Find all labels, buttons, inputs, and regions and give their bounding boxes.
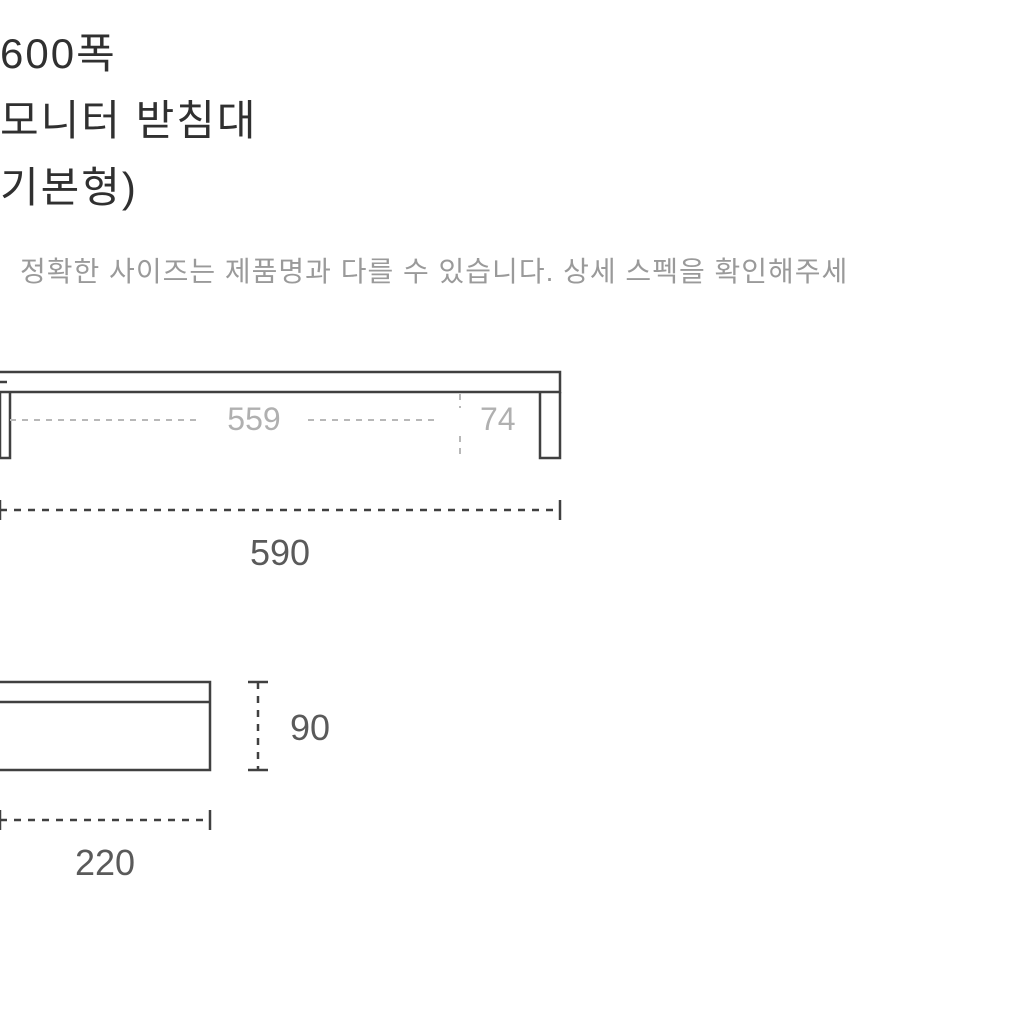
title-line-3: 기본형) <box>0 154 258 221</box>
side-height-label: 90 <box>290 707 330 748</box>
front-view-diagram: 559 74 590 <box>0 370 600 595</box>
inner-height-label: 74 <box>480 401 516 437</box>
product-title: 600폭 모니터 받침대 기본형) <box>0 20 258 222</box>
side-view-diagram: 90 220 <box>0 680 400 905</box>
inner-width-label: 559 <box>227 401 280 437</box>
title-line-2: 모니터 받침대 <box>0 87 258 154</box>
side-width-label: 220 <box>75 842 135 883</box>
title-line-1: 600폭 <box>0 20 258 87</box>
outer-width-label: 590 <box>250 532 310 573</box>
subtitle-note: 정확한 사이즈는 제품명과 다를 수 있습니다. 상세 스펙을 확인해주세 <box>20 250 848 290</box>
